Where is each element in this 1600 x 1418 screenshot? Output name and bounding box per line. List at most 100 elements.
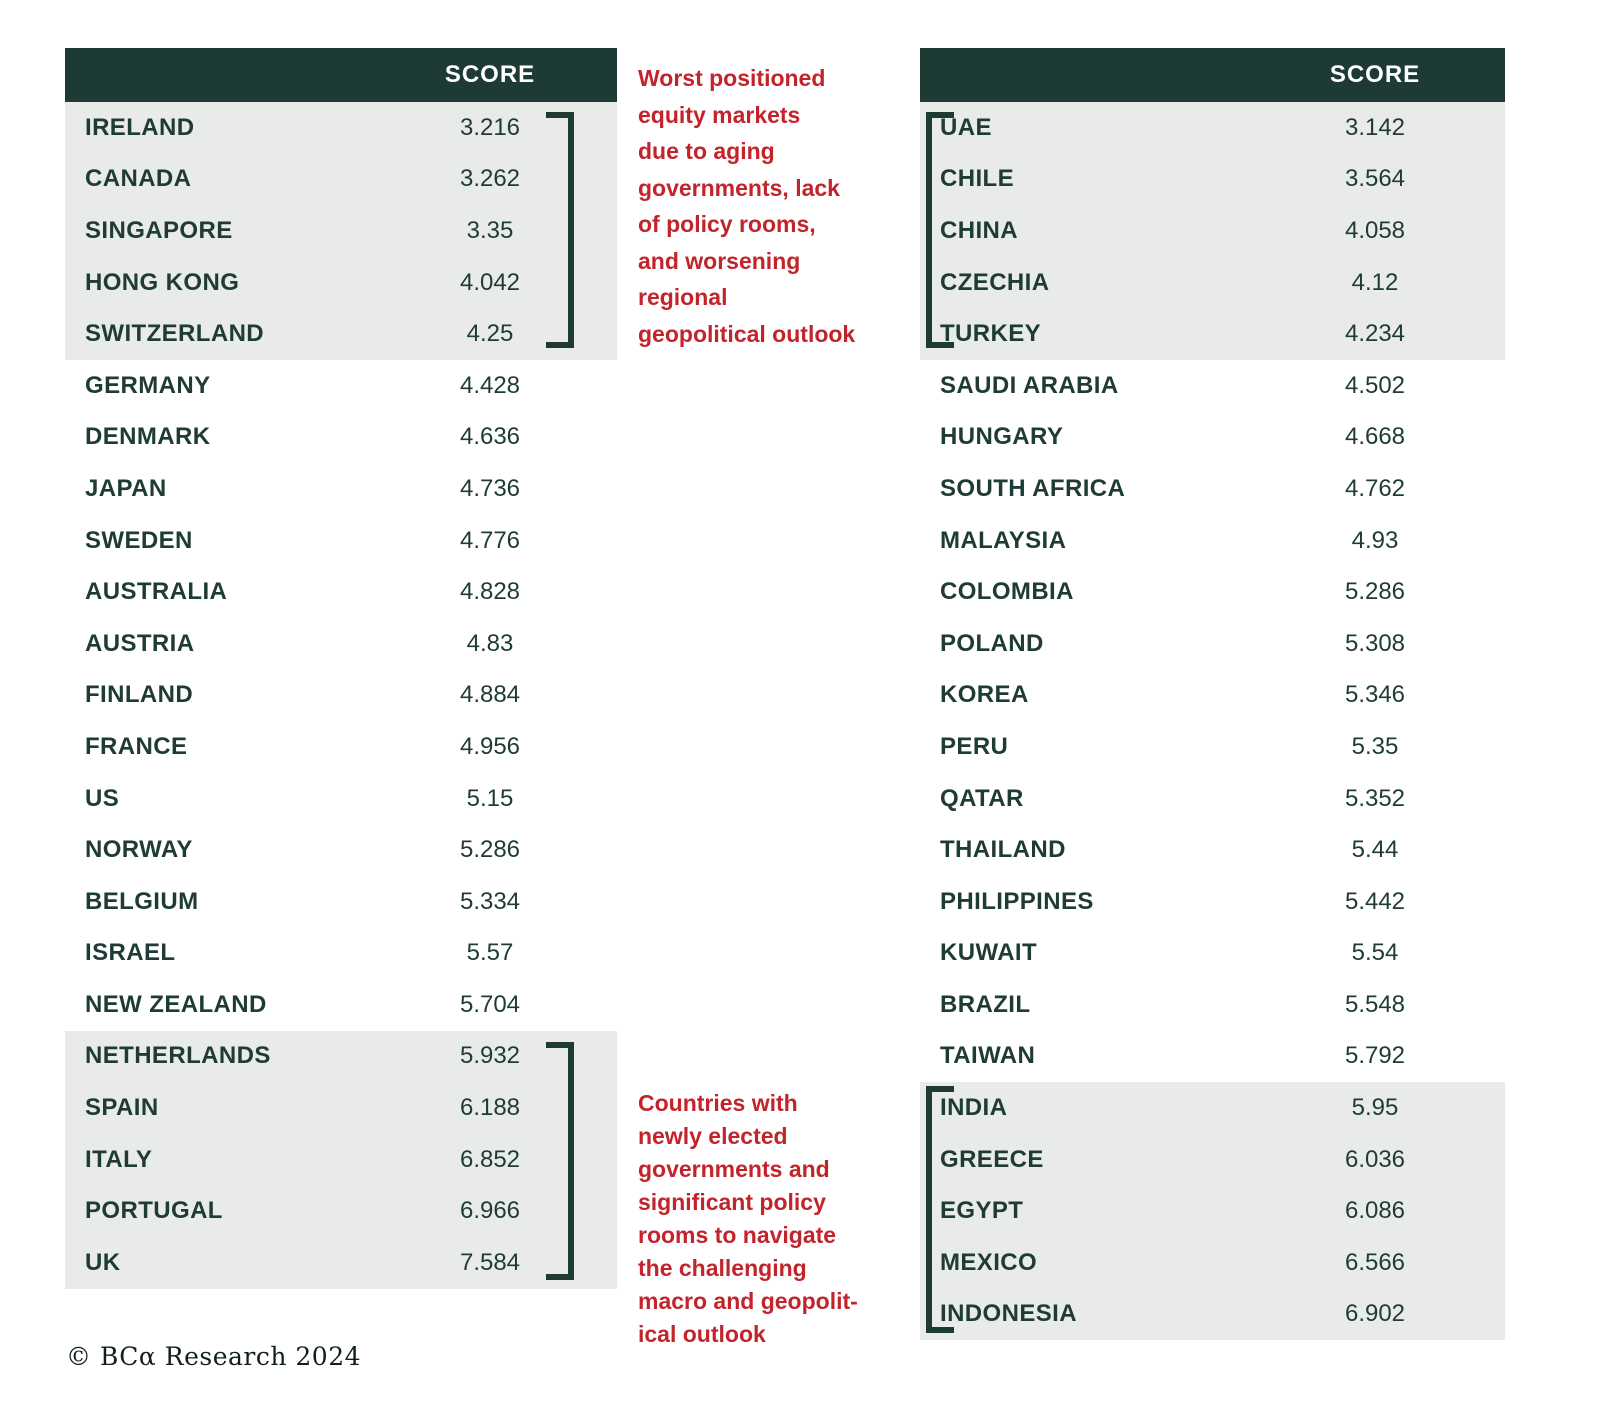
country-label: UK: [85, 1248, 121, 1276]
table-row: SINGAPORE 3.35: [65, 205, 617, 257]
score-value: 6.188: [459, 1094, 521, 1122]
developed-markets-table: SCORE IRELAND 3.216 CANADA 3.262 SINGAPORE 3.…: [65, 48, 617, 1289]
country-label: SINGAPORE: [85, 216, 233, 244]
table-row: PHILIPPINES 5.442: [920, 876, 1505, 928]
score-value: 4.736: [459, 474, 521, 502]
score-value: 4.668: [1344, 423, 1406, 451]
table-row: SAUDI ARABIA 4.502: [920, 360, 1505, 412]
score-value: 5.57: [466, 939, 514, 967]
score-value: 6.036: [1344, 1145, 1406, 1173]
score-value: 5.286: [1344, 578, 1406, 606]
bracket-left-top: [546, 112, 574, 348]
score-column-header: SCORE: [1329, 61, 1421, 88]
table-row: TAIWAN 5.792: [920, 1031, 1505, 1083]
developed-table-header: SCORE: [65, 48, 617, 102]
developed-table-body: IRELAND 3.216 CANADA 3.262 SINGAPORE 3.35 HONG…: [65, 102, 617, 1289]
score-value: 5.352: [1344, 784, 1406, 812]
table-row: ITALY 6.852: [65, 1133, 617, 1186]
table-row: KOREA 5.346: [920, 670, 1505, 722]
country-label: COLOMBIA: [940, 578, 1074, 606]
table-row: INDIA 5.95: [920, 1082, 1505, 1134]
country-label: US: [85, 784, 120, 812]
emerging-table-header: SCORE: [920, 48, 1505, 102]
country-label: GERMANY: [85, 371, 211, 399]
score-value: 3.262: [459, 165, 521, 193]
country-label: EGYPT: [940, 1197, 1024, 1225]
country-label: CHINA: [940, 216, 1018, 244]
score-value: 4.636: [459, 423, 521, 451]
table-row: ISRAEL 5.57: [65, 928, 617, 980]
table-row: HONG KONG 4.042: [65, 256, 617, 309]
table-row: US 5.15: [65, 773, 617, 825]
score-value: 4.762: [1344, 474, 1406, 502]
table-row: NETHERLANDS 5.932: [65, 1030, 617, 1083]
score-value: 4.83: [466, 629, 514, 657]
score-value: 5.95: [1351, 1094, 1399, 1122]
table-row: CZECHIA 4.12: [920, 256, 1505, 309]
country-label: NORWAY: [85, 836, 193, 864]
copyright-footer: © BCα Research 2024: [66, 1342, 362, 1371]
score-value: 6.966: [459, 1197, 521, 1225]
score-value: 4.502: [1344, 371, 1406, 399]
table-row: SPAIN 6.188: [65, 1082, 617, 1134]
country-label: BELGIUM: [85, 887, 199, 915]
table-row: CHINA 4.058: [920, 205, 1505, 257]
country-label: TAIWAN: [940, 1042, 1036, 1070]
score-value: 3.564: [1344, 165, 1406, 193]
country-label: SWEDEN: [85, 526, 193, 554]
table-row: HUNGARY 4.668: [920, 412, 1505, 464]
country-label: JAPAN: [85, 474, 167, 502]
table-row: SOUTH AFRICA 4.762: [920, 463, 1505, 515]
score-value: 5.15: [466, 784, 514, 812]
country-label: INDONESIA: [940, 1300, 1077, 1328]
score-value: 4.058: [1344, 216, 1406, 244]
annotation-newly-elected: Countries with newly elected governments…: [638, 1090, 858, 1347]
score-value: 5.308: [1344, 629, 1406, 657]
score-value: 4.776: [459, 526, 521, 554]
score-value: 3.35: [466, 216, 514, 244]
country-label: FRANCE: [85, 732, 188, 760]
table-row: NORWAY 5.286: [65, 824, 617, 876]
score-value: 4.428: [459, 371, 521, 399]
score-value: 5.346: [1344, 681, 1406, 709]
score-value: 6.902: [1344, 1300, 1406, 1328]
country-label: AUSTRIA: [85, 629, 195, 657]
bracket-right-bottom: [926, 1086, 954, 1333]
country-label: QATAR: [940, 784, 1024, 812]
score-column-header: SCORE: [444, 61, 536, 88]
country-label: NETHERLANDS: [85, 1042, 271, 1070]
table-row: JAPAN 4.736: [65, 463, 617, 515]
country-label: KUWAIT: [940, 939, 1038, 967]
score-value: 7.584: [459, 1248, 521, 1276]
table-row: NEW ZEALAND 5.704: [65, 979, 617, 1031]
score-value: 4.93: [1351, 526, 1399, 554]
country-label: NEW ZEALAND: [85, 990, 267, 1018]
country-label: IRELAND: [85, 113, 195, 141]
table-row: GREECE 6.036: [920, 1133, 1505, 1186]
score-value: 6.086: [1344, 1197, 1406, 1225]
table-row: PORTUGAL 6.966: [65, 1185, 617, 1238]
score-value: 4.12: [1351, 268, 1399, 296]
annotation-worst-positioned: Worst positioned equity markets due to a…: [638, 65, 856, 347]
country-label: GREECE: [940, 1145, 1044, 1173]
bracket-right-top: [926, 112, 954, 348]
score-value: 6.852: [459, 1145, 521, 1173]
table-row: GERMANY 4.428: [65, 360, 617, 412]
table-row: IRELAND 3.216: [65, 102, 617, 154]
country-label: UAE: [940, 113, 992, 141]
country-label: SWITZERLAND: [85, 320, 265, 348]
bracket-left-bottom: [546, 1042, 574, 1280]
score-value: 4.884: [459, 681, 521, 709]
score-value: 5.35: [1351, 732, 1399, 760]
table-row: POLAND 5.308: [920, 618, 1505, 670]
country-label: PERU: [940, 732, 1009, 760]
country-label: TURKEY: [940, 320, 1042, 348]
score-value: 4.828: [459, 578, 521, 606]
country-label: CZECHIA: [940, 268, 1050, 296]
country-label: SPAIN: [85, 1094, 159, 1122]
table-row: FINLAND 4.884: [65, 670, 617, 722]
country-label: DENMARK: [85, 423, 211, 451]
country-label: CHILE: [940, 165, 1014, 193]
table-row: THAILAND 5.44: [920, 824, 1505, 876]
